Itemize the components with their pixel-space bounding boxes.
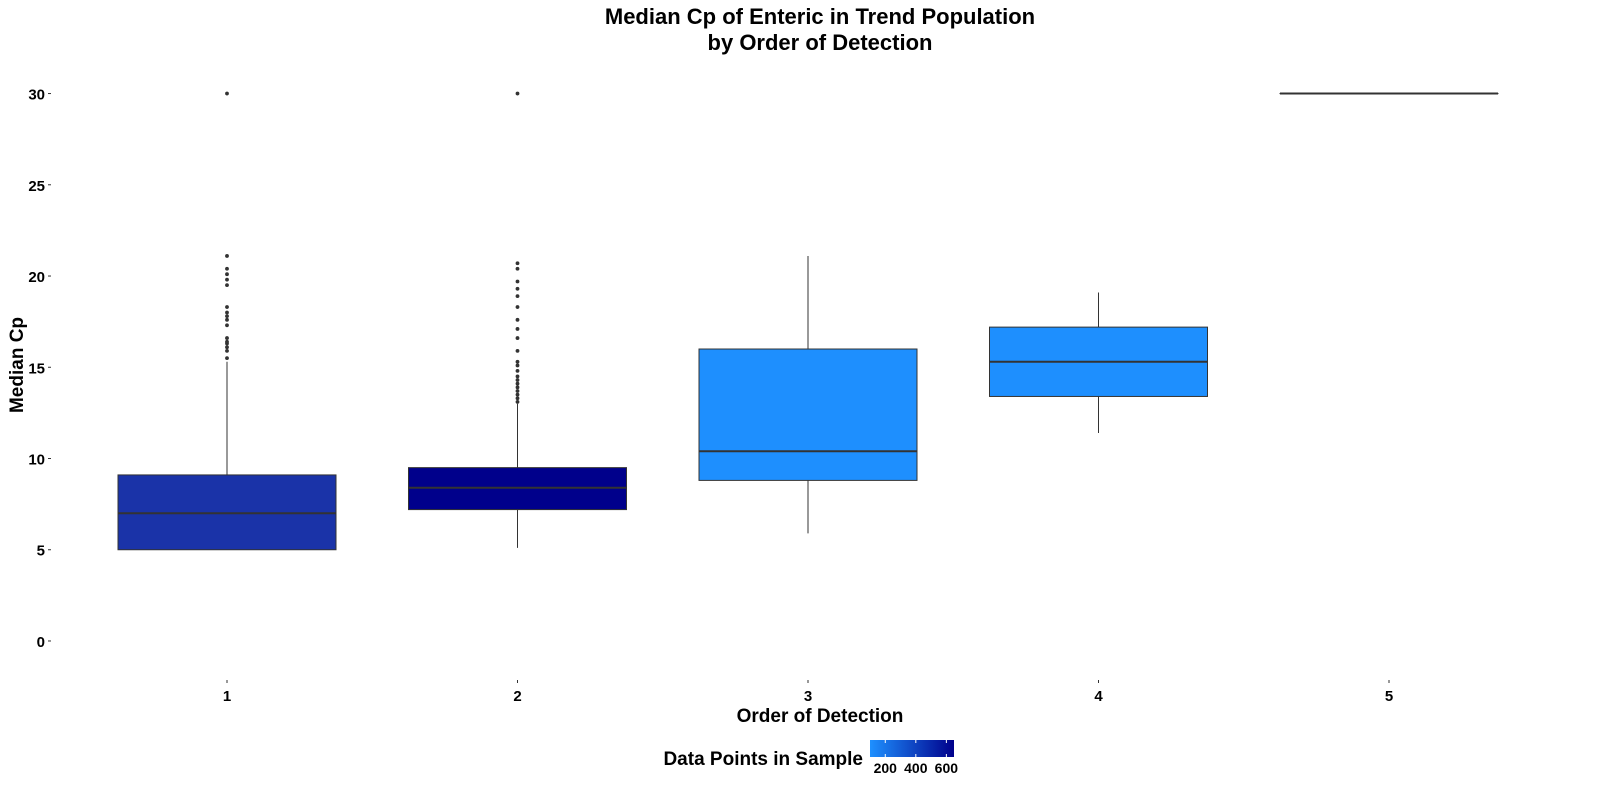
chart-title-line-2: by Order of Detection <box>708 30 933 55</box>
y-tick-label: 10 <box>28 452 45 469</box>
outlier-point <box>225 92 229 96</box>
legend-tick-label: 600 <box>935 760 959 776</box>
y-tick-label: 25 <box>28 178 45 195</box>
outlier-point <box>225 254 229 258</box>
outlier-point <box>516 360 520 364</box>
outlier-point <box>225 267 229 271</box>
outlier-point <box>516 267 520 271</box>
outlier-point <box>225 305 229 309</box>
outlier-point <box>516 305 520 309</box>
x-tick-label: 4 <box>1094 688 1103 705</box>
outlier-point <box>225 314 229 318</box>
outlier-point <box>516 369 520 373</box>
outlier-point <box>516 287 520 291</box>
outlier-point <box>225 278 229 282</box>
y-tick-label: 30 <box>28 87 45 104</box>
boxplot-series <box>118 92 1498 550</box>
outlier-point <box>225 272 229 276</box>
y-tick-label: 20 <box>28 269 45 286</box>
legend-colorbar <box>870 740 954 757</box>
outlier-point <box>516 374 520 378</box>
x-tick-label: 3 <box>804 688 812 705</box>
outlier-point <box>516 393 520 397</box>
legend-tick-label: 200 <box>874 760 898 776</box>
x-axis: 1 2 3 4 5 <box>223 680 1393 705</box>
outlier-point <box>516 280 520 284</box>
outlier-point <box>516 318 520 322</box>
box-group-3 <box>699 256 917 533</box>
outlier-point <box>516 349 520 353</box>
outlier-point <box>516 396 520 400</box>
box-group-1 <box>118 92 336 550</box>
outlier-point <box>516 92 520 96</box>
legend: Data Points in Sample 200 400 600 <box>663 740 958 776</box>
outlier-point <box>225 318 229 322</box>
chart-title-line-1: Median Cp of Enteric in Trend Population <box>605 4 1035 29</box>
y-axis: 0 5 10 15 20 25 30 <box>28 87 51 651</box>
chart-title: Median Cp of Enteric in Trend Population… <box>605 4 1035 55</box>
outlier-point <box>225 345 229 349</box>
x-tick-label: 1 <box>223 688 231 705</box>
outlier-point <box>516 294 520 298</box>
outlier-point <box>516 364 520 368</box>
x-axis-title: Order of Detection <box>737 706 904 727</box>
y-tick-label: 0 <box>37 634 45 651</box>
outlier-point <box>516 327 520 331</box>
outlier-point <box>225 356 229 360</box>
box-group-2 <box>409 92 627 548</box>
box-iqr <box>699 349 917 480</box>
legend-title: Data Points in Sample <box>663 749 863 770</box>
outlier-point <box>516 389 520 393</box>
outlier-point <box>225 283 229 287</box>
outlier-point <box>225 336 229 340</box>
legend-tick-label: 400 <box>904 760 928 776</box>
outlier-point <box>516 261 520 265</box>
x-tick-label: 2 <box>513 688 521 705</box>
outlier-point <box>225 323 229 327</box>
outlier-point <box>516 382 520 386</box>
outlier-point <box>516 385 520 389</box>
outlier-point <box>225 340 229 344</box>
outlier-point <box>225 349 229 353</box>
outlier-point <box>516 378 520 382</box>
y-tick-label: 5 <box>37 543 45 560</box>
outlier-point <box>516 400 520 404</box>
x-tick-label: 5 <box>1385 688 1393 705</box>
outlier-point <box>516 336 520 340</box>
outlier-point <box>225 311 229 315</box>
y-axis-title: Median Cp <box>7 317 28 413</box>
y-tick-label: 15 <box>28 360 45 377</box>
box-group-4 <box>990 292 1208 433</box>
